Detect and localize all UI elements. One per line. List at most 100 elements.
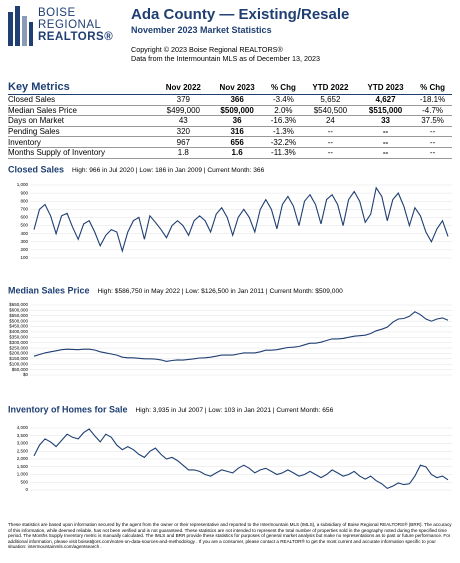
y-tick-label: 1,500 xyxy=(17,464,29,469)
y-tick-label: 4,000 xyxy=(17,425,29,430)
cell: $499,000 xyxy=(156,105,211,117)
cell: Months Supply of Inventory xyxy=(8,147,157,159)
logo: BOISE REGIONAL REALTORS® xyxy=(8,6,118,48)
cell: -- xyxy=(357,147,414,159)
chart-title: Closed Sales xyxy=(8,164,64,174)
charts: Closed Sales High: 966 in Jul 2020 | Low:… xyxy=(8,164,452,492)
y-tick-label: 2,500 xyxy=(17,448,29,453)
title: Ada County — Existing/Resale xyxy=(131,6,350,23)
logo-text: REGIONAL xyxy=(38,19,102,31)
data-line xyxy=(33,428,449,490)
cell: 24 xyxy=(302,115,358,127)
cell: 37.5% xyxy=(413,115,452,127)
cell: $540,500 xyxy=(302,105,358,117)
y-tick-label: 3,000 xyxy=(17,441,29,446)
logo-text: BOISE xyxy=(38,7,76,19)
cell: Closed Sales xyxy=(8,94,157,106)
y-tick-label: 500 xyxy=(20,223,28,228)
chart-title: Median Sales Price xyxy=(8,285,90,295)
cell: Median Sales Price xyxy=(8,105,157,117)
metrics-table: Key Metrics Nov 2022 Nov 2023% Chg YTD 2022… xyxy=(8,80,452,159)
y-tick-label: 900 xyxy=(20,190,28,195)
y-tick-label: 800 xyxy=(20,198,28,203)
row: Closed Sales 379 366 -3.4% 5,652 4,627 -18.1% xyxy=(8,94,452,106)
chart-title: Inventory of Homes for Sale xyxy=(8,404,128,414)
header-cell: Nov 2022 xyxy=(156,80,211,95)
y-tick-label: 700 xyxy=(20,207,28,212)
y-tick-label: $350,000 xyxy=(9,334,28,339)
cell: 5,652 xyxy=(302,94,358,106)
y-tick-label: $550,000 xyxy=(9,313,28,318)
y-tick-label: $400,000 xyxy=(9,329,28,334)
data-line xyxy=(33,311,449,362)
cell: Inventory xyxy=(8,136,157,148)
cell: 33 xyxy=(357,115,414,127)
y-tick-label: 200 xyxy=(20,247,28,252)
cell: -- xyxy=(413,147,452,159)
cell: -3.4% xyxy=(264,94,303,106)
header-cell: YTD 2023 xyxy=(357,80,414,95)
cell: -- xyxy=(357,136,414,148)
cell: -- xyxy=(302,147,358,159)
cell: 656 xyxy=(210,136,265,148)
y-tick-label: $300,000 xyxy=(9,340,28,345)
y-tick-label: $450,000 xyxy=(9,324,28,329)
row: Pending Sales 320 316 -1.3% -- -- -- xyxy=(8,126,452,138)
cell: 36 xyxy=(210,115,265,127)
footer: These statistics are based upon informat… xyxy=(8,522,452,550)
y-tick-label: 0 xyxy=(25,487,28,492)
header-cell: % Chg xyxy=(413,80,452,95)
logo-icon xyxy=(8,6,33,46)
header-cell: Nov 2023 xyxy=(210,80,265,95)
cell: -- xyxy=(302,126,358,138)
cell: 320 xyxy=(156,126,211,138)
chart-subtitle: High: 966 in Jul 2020 | Low: 186 in Jan … xyxy=(72,167,265,174)
header-cell: % Chg xyxy=(264,80,303,95)
cell: -1.3% xyxy=(264,126,303,138)
cell: 366 xyxy=(210,94,265,106)
cell: $515,000 xyxy=(357,105,414,117)
cell: -- xyxy=(413,136,452,148)
cell: -- xyxy=(357,126,414,138)
y-tick-label: $500,000 xyxy=(9,318,28,323)
cell: Days on Market xyxy=(8,115,157,127)
cell: -- xyxy=(302,136,358,148)
cell: -11.3% xyxy=(264,147,303,159)
copyright: Copyright © 2023 Boise Regional REALTORS… xyxy=(131,45,283,54)
y-tick-label: 2,000 xyxy=(17,456,29,461)
y-tick-label: 1,000 xyxy=(17,472,29,477)
cell: 316 xyxy=(210,126,265,138)
cell: Pending Sales xyxy=(8,126,157,138)
y-tick-label: $200,000 xyxy=(9,351,28,356)
y-tick-label: 1,000 xyxy=(17,182,29,187)
y-tick-label: 500 xyxy=(20,479,28,484)
y-tick-label: $650,000 xyxy=(9,302,28,307)
row: Days on Market 43 36 -16.3% 24 33 37.5% xyxy=(8,115,452,127)
cell: 1.6 xyxy=(210,147,265,159)
cell: 379 xyxy=(156,94,211,106)
cell: 2.0% xyxy=(264,105,303,117)
logo-text: REALTORS® xyxy=(38,31,114,43)
cell: -18.1% xyxy=(413,94,452,106)
y-tick-label: $250,000 xyxy=(9,345,28,350)
cell: 43 xyxy=(156,115,211,127)
cell: -- xyxy=(413,126,452,138)
cell: -32.2% xyxy=(264,136,303,148)
y-tick-label: $150,000 xyxy=(9,356,28,361)
y-tick-label: 100 xyxy=(20,255,28,260)
row: Median Sales Price $499,000 $509,000 2.0% $5… xyxy=(8,105,452,117)
row: Months Supply of Inventory 1.8 1.6 -11.3% --… xyxy=(8,147,452,159)
subtitle: November 2023 Market Statistics xyxy=(131,25,272,35)
header-row: Key Metrics Nov 2022 Nov 2023% Chg YTD 2022… xyxy=(8,80,452,95)
header-cell: Key Metrics xyxy=(8,80,157,95)
copyright: Data from the Intermountain MLS as of De… xyxy=(131,54,320,63)
header-cell: YTD 2022 xyxy=(302,80,358,95)
data-line xyxy=(33,186,449,253)
y-tick-label: 400 xyxy=(20,231,28,236)
y-tick-label: $100,000 xyxy=(9,361,28,366)
cell: -4.7% xyxy=(413,105,452,117)
y-tick-label: $0 xyxy=(23,372,29,377)
cell: -16.3% xyxy=(264,115,303,127)
y-tick-label: 3,500 xyxy=(17,433,29,438)
